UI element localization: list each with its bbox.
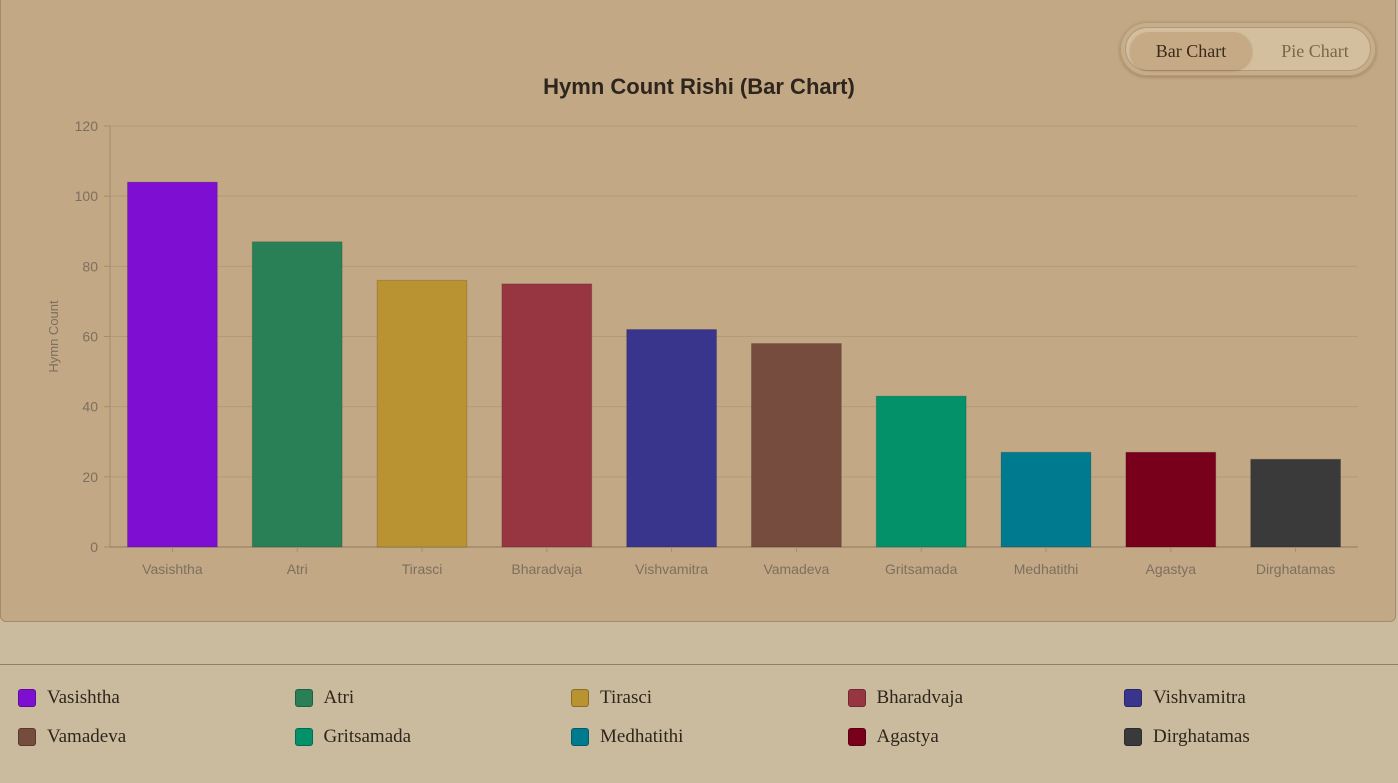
bar-bharadvaja bbox=[501, 283, 593, 548]
legend-item: Gritsamada bbox=[294, 725, 412, 749]
bar-agastya bbox=[1125, 451, 1217, 548]
legend-swatch bbox=[1124, 728, 1142, 746]
legend-swatch bbox=[847, 689, 866, 707]
legend-label: Vamadeva bbox=[47, 726, 127, 747]
x-tick-label: Vasishtha bbox=[142, 561, 203, 577]
legend-swatch bbox=[18, 728, 36, 746]
y-tick-label: 20 bbox=[82, 469, 98, 485]
legend-swatch bbox=[847, 728, 866, 746]
y-tick-label: 120 bbox=[75, 118, 99, 134]
x-tick-label: Dirghatamas bbox=[1256, 561, 1335, 577]
chart-title: Hymn Count Rishi (Bar Chart) bbox=[543, 74, 855, 99]
legend-label: Agastya bbox=[876, 726, 939, 747]
legend-swatch bbox=[294, 689, 313, 707]
x-tick-label: Gritsamada bbox=[885, 561, 958, 577]
y-axis-label: Hymn Count bbox=[46, 300, 61, 373]
legend-swatch bbox=[18, 689, 36, 707]
x-tick-label: Vishvamitra bbox=[635, 561, 708, 577]
legend-item: Agastya bbox=[847, 725, 939, 749]
x-tick-label: Tirasci bbox=[402, 561, 443, 577]
legend-swatch bbox=[294, 728, 313, 746]
legend-item: Bharadvaja bbox=[847, 686, 964, 710]
legend-label: Vasishtha bbox=[47, 687, 120, 708]
legend-label: Medhatithi bbox=[600, 726, 684, 747]
legend-label: Vishvamitra bbox=[1153, 687, 1246, 708]
legend-label: Gritsamada bbox=[323, 726, 412, 747]
bar-dirghatamas bbox=[1250, 458, 1342, 548]
legend-item: Vasishtha bbox=[18, 686, 120, 710]
chart-type-toggle: Bar Chart Pie Chart bbox=[1120, 22, 1376, 76]
bar-vasishtha bbox=[126, 181, 218, 548]
y-tick-label: 100 bbox=[75, 188, 99, 204]
bar-medhatithi bbox=[1000, 451, 1092, 548]
pie-chart-button[interactable]: Pie Chart bbox=[1281, 41, 1349, 61]
legend-swatch bbox=[571, 689, 589, 707]
bar-atri bbox=[251, 241, 343, 548]
bar-chart-button[interactable]: Bar Chart bbox=[1130, 32, 1252, 70]
legend-item: Vishvamitra bbox=[1124, 686, 1246, 710]
chart-type-toggle-track: Bar Chart Pie Chart bbox=[1125, 27, 1371, 71]
y-tick-label: 80 bbox=[82, 258, 98, 274]
legend-label: Bharadvaja bbox=[876, 687, 964, 708]
bar-vamadeva bbox=[750, 343, 842, 548]
x-tick-label: Vamadeva bbox=[763, 561, 829, 577]
bar-gritsamada bbox=[875, 395, 967, 548]
bar-chart: 0 20 40 60 80 100 120 Hymn Count Vasishtha Atri Ti… bbox=[46, 118, 1358, 577]
bar-vishvamitra bbox=[626, 328, 718, 548]
legend-divider bbox=[0, 664, 1398, 665]
legend-item: Tirasci bbox=[571, 686, 652, 710]
legend-item: Dirghatamas bbox=[1124, 725, 1250, 749]
legend-item: Vamadeva bbox=[18, 725, 126, 749]
legend-item: Atri bbox=[294, 686, 355, 710]
legend-item: Medhatithi bbox=[571, 725, 683, 749]
legend-label: Dirghatamas bbox=[1153, 726, 1250, 747]
y-tick-label: 0 bbox=[90, 539, 98, 555]
bar-tirasci bbox=[376, 279, 468, 548]
x-tick-label: Medhatithi bbox=[1014, 561, 1079, 577]
legend-label: Atri bbox=[323, 687, 355, 708]
x-tick-label: Bharadvaja bbox=[511, 561, 582, 577]
y-tick-label: 40 bbox=[82, 399, 98, 415]
y-tick-label: 60 bbox=[82, 329, 98, 345]
x-tick-label: Atri bbox=[287, 561, 308, 577]
x-tick-label: Agastya bbox=[1146, 561, 1197, 577]
legend-swatch bbox=[571, 728, 589, 746]
legend-label: Tirasci bbox=[600, 687, 653, 708]
legend-swatch bbox=[1124, 689, 1142, 707]
